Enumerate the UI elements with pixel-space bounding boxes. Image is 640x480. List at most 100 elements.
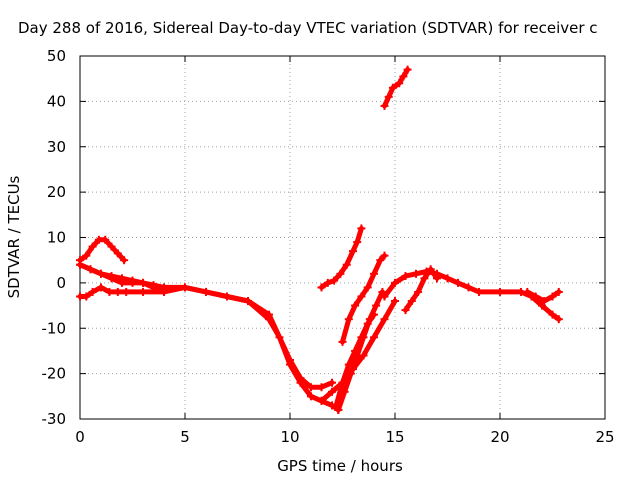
data-point — [391, 278, 399, 287]
x-tick-label: 5 — [180, 428, 190, 446]
y-tick-label: 0 — [56, 274, 66, 292]
series-line — [77, 262, 341, 413]
data-point — [357, 224, 366, 233]
data-point — [338, 337, 347, 346]
data-point — [496, 287, 504, 296]
data-point — [330, 276, 339, 285]
data-point — [380, 292, 389, 301]
data-point — [370, 269, 378, 278]
data-point — [395, 79, 404, 88]
data-point — [351, 346, 360, 355]
data-point — [107, 242, 116, 251]
series-track-late-tail — [523, 287, 563, 306]
data-point — [328, 378, 336, 387]
series-track-steep-rise — [334, 287, 387, 414]
series-track-afternoon-low — [401, 265, 441, 315]
data-point — [523, 287, 532, 296]
data-point — [357, 333, 366, 342]
data-point — [399, 72, 408, 81]
data-point — [351, 301, 360, 310]
series-track-early-hump — [76, 235, 129, 265]
data-point — [76, 260, 84, 269]
data-point — [265, 310, 273, 319]
data-point — [317, 383, 326, 392]
data-point — [181, 283, 189, 292]
series-line — [340, 253, 387, 345]
x-tick-label: 25 — [595, 428, 614, 446]
data-point — [223, 292, 231, 301]
data-point — [426, 265, 435, 274]
data-point — [105, 287, 114, 296]
data-point — [372, 301, 381, 310]
data-point — [349, 247, 357, 256]
series-track-short-rise — [338, 251, 389, 346]
data-series — [76, 65, 563, 414]
data-point — [380, 315, 389, 324]
y-tick-label: 50 — [47, 47, 66, 65]
data-point — [332, 401, 341, 410]
data-point — [403, 65, 412, 74]
data-point — [370, 310, 378, 319]
series-line — [319, 298, 398, 404]
y-tick-label: -30 — [42, 410, 67, 428]
data-point — [548, 292, 557, 301]
data-point — [401, 306, 410, 315]
y-tick-label: -20 — [42, 365, 67, 383]
data-point — [107, 272, 116, 281]
y-tick-label: 40 — [47, 92, 66, 110]
data-point — [363, 319, 372, 328]
data-point — [475, 287, 483, 296]
data-point — [88, 242, 97, 251]
series-line — [319, 225, 364, 290]
data-point — [97, 269, 105, 278]
data-point — [554, 287, 563, 296]
data-point — [101, 235, 110, 244]
data-point — [548, 310, 557, 319]
axis-ticks: 0 5 10 15 20 25 -30 -20 -10 0 10 20 30 40 50 — [42, 47, 615, 446]
data-point — [328, 387, 336, 396]
data-point — [113, 287, 122, 296]
data-point — [88, 287, 97, 296]
data-point — [380, 101, 389, 110]
data-point — [160, 287, 168, 296]
data-point — [307, 392, 315, 401]
data-point — [388, 83, 397, 92]
data-point — [317, 283, 326, 292]
data-point — [286, 356, 294, 365]
series-track-morning-main — [76, 260, 343, 414]
x-axis-label: GPS time / hours — [277, 457, 403, 475]
data-point — [317, 396, 326, 405]
chart-title: Day 288 of 2016, Sidereal Day-to-day VTE… — [18, 19, 598, 37]
data-point — [540, 297, 549, 306]
series-track-morning-low — [76, 283, 336, 392]
grid-lines — [80, 56, 605, 419]
data-point — [554, 315, 563, 324]
x-tick-label: 10 — [280, 428, 299, 446]
data-point — [443, 274, 452, 283]
series-line — [403, 266, 440, 313]
data-point — [149, 281, 158, 290]
data-point — [122, 287, 131, 296]
data-point — [82, 292, 91, 301]
data-point — [531, 292, 540, 301]
data-point — [464, 283, 473, 292]
data-point — [380, 251, 389, 260]
data-point — [336, 269, 345, 278]
x-tick-label: 15 — [385, 428, 404, 446]
data-point — [344, 315, 353, 324]
data-point — [120, 256, 129, 265]
data-point — [118, 274, 126, 283]
data-point — [128, 276, 137, 285]
data-point — [363, 283, 372, 292]
y-axis-label: SDTVAR / TECUs — [5, 175, 23, 298]
plot-frame — [79, 55, 606, 420]
data-point — [454, 278, 462, 287]
data-point — [412, 269, 420, 278]
data-point — [433, 274, 441, 283]
series-line — [335, 289, 385, 413]
data-point — [139, 278, 147, 287]
data-point — [414, 287, 423, 296]
data-point — [344, 360, 353, 369]
x-tick-label: 20 — [490, 428, 509, 446]
